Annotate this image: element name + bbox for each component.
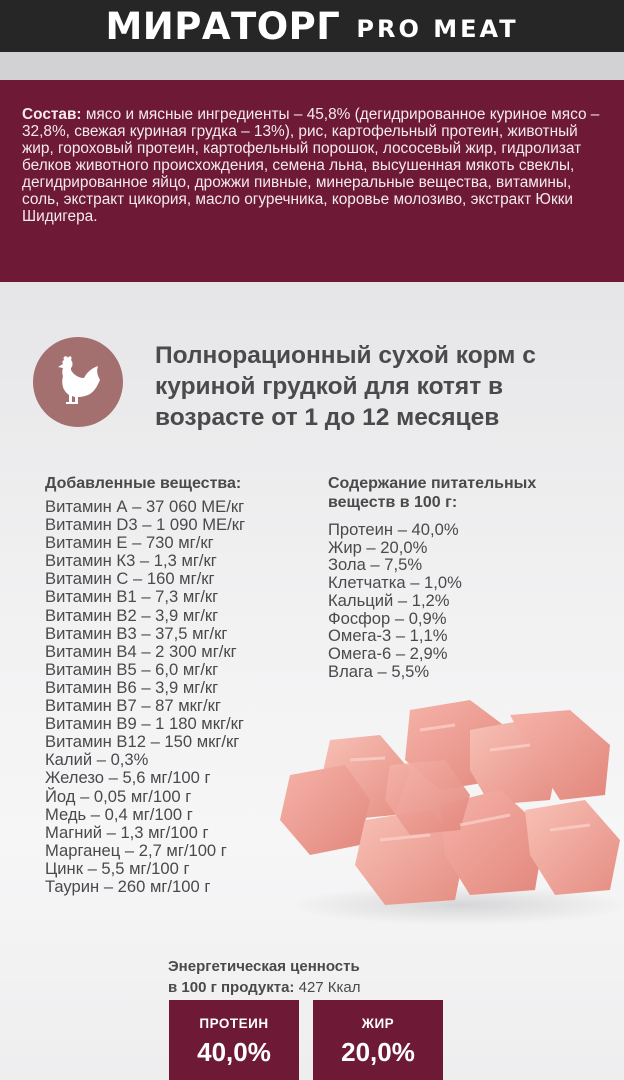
list-item: Омега-6 – 2,9% bbox=[328, 643, 448, 663]
list-item: Кальций – 1,2% bbox=[328, 590, 450, 610]
added-substances-list: Витамин А – 37 060 МЕ/кг Витамин D3 – 1 … bbox=[45, 497, 246, 896]
list-item: Омега-3 – 1,1% bbox=[328, 626, 448, 646]
product-title: Полнорационный сухой корм с куриной груд… bbox=[155, 342, 536, 431]
list-item: Витамин В4 – 2 300 мг/кг bbox=[45, 641, 237, 661]
brand-header: МИРАТОРГ PRO MEAT bbox=[0, 0, 624, 52]
nutrients-heading-line1: Содержание питательных bbox=[328, 475, 537, 492]
list-item: Витамин К3 – 1,3 мг/кг bbox=[45, 551, 217, 571]
list-item: Витамин D3 – 1 090 МЕ/кг bbox=[45, 515, 246, 535]
list-item: Витамин В5 – 6,0 мг/кг bbox=[45, 659, 219, 679]
list-item: Витамин В2 – 3,9 мг/кг bbox=[45, 605, 219, 625]
list-item: Клетчатка – 1,0% bbox=[328, 573, 462, 593]
header-divider bbox=[0, 52, 624, 80]
list-item: Марганец – 2,7 мг/100 г bbox=[45, 840, 227, 860]
list-item: Витамин Е – 730 мг/кг bbox=[45, 533, 214, 553]
protein-stat-card: ПРОТЕИН 40,0% bbox=[169, 1000, 299, 1080]
list-item: Витамин В7 – 87 мкг/кг bbox=[45, 696, 221, 716]
list-item: Железо – 5,6 мг/100 г bbox=[45, 768, 211, 788]
list-item: Витамин В1 – 7,3 мг/кг bbox=[45, 587, 219, 607]
list-item: Витамин В6 – 3,9 мг/кг bbox=[45, 677, 219, 697]
stat-label: ЖИР bbox=[361, 1016, 395, 1031]
added-substances-heading: Добавленные вещества: bbox=[45, 475, 242, 492]
stat-value: 40,0% bbox=[197, 1037, 271, 1067]
nutrients-heading: Содержание питательных веществ в 100 г: bbox=[328, 474, 536, 512]
chicken-badge bbox=[33, 337, 123, 427]
list-item: Витамин В12 – 150 мкг/кг bbox=[45, 732, 240, 752]
list-item: Витамин С – 160 мг/кг bbox=[45, 569, 215, 589]
energy-value-block: Энергетическая ценность в 100 г продукта… bbox=[168, 956, 361, 998]
brand-logo: МИРАТОРГ bbox=[105, 4, 341, 48]
composition-body: мясо и мясные ингредиенты – 45,8% (дегид… bbox=[22, 106, 600, 225]
energy-label-line2: в 100 г продукта: 427 Ккал bbox=[168, 979, 361, 996]
list-item: Таурин – 260 мг/100 г bbox=[45, 876, 211, 896]
list-item: Цинк – 5,5 мг/100 г bbox=[45, 858, 190, 878]
sub-brand: PRO MEAT bbox=[356, 15, 519, 43]
list-item: Витамин В3 – 37,5 мг/кг bbox=[45, 623, 228, 643]
composition-label: Состав: bbox=[22, 106, 82, 123]
list-item: Фосфор – 0,9% bbox=[328, 608, 447, 628]
list-item: Влага – 5,5% bbox=[328, 661, 430, 681]
list-item: Йод – 0,05 мг/100 г bbox=[45, 786, 192, 806]
list-item: Жир – 20,0% bbox=[328, 537, 428, 557]
composition-text: Состав: мясо и мясные ингредиенты – 45,8… bbox=[22, 106, 602, 225]
list-item: Зола – 7,5% bbox=[328, 555, 423, 575]
fat-stat-card: ЖИР 20,0% bbox=[313, 1000, 443, 1080]
list-item: Магний – 1,3 мг/100 г bbox=[45, 822, 209, 842]
composition-panel: Состав: мясо и мясные ингредиенты – 45,8… bbox=[0, 80, 624, 282]
nutrients-list: Протеин – 40,0% Жир – 20,0% Зола – 7,5% … bbox=[328, 521, 462, 680]
list-item: Калий – 0,3% bbox=[45, 750, 149, 770]
energy-value: 427 Ккал bbox=[294, 979, 361, 996]
list-item: Витамин В9 – 1 180 мкг/кг bbox=[45, 714, 244, 734]
energy-label-line1: Энергетическая ценность bbox=[168, 958, 360, 975]
stat-value: 20,0% bbox=[341, 1037, 415, 1067]
list-item: Протеин – 40,0% bbox=[328, 520, 459, 539]
list-item: Медь – 0,4 мг/100 г bbox=[45, 804, 193, 824]
nutrients-heading-line2: веществ в 100 г: bbox=[328, 494, 458, 511]
chicken-icon bbox=[58, 356, 100, 404]
chicken-breast-image bbox=[280, 700, 624, 925]
list-item: Витамин А – 37 060 МЕ/кг bbox=[45, 497, 245, 516]
stat-label: ПРОТЕИН bbox=[199, 1016, 269, 1031]
